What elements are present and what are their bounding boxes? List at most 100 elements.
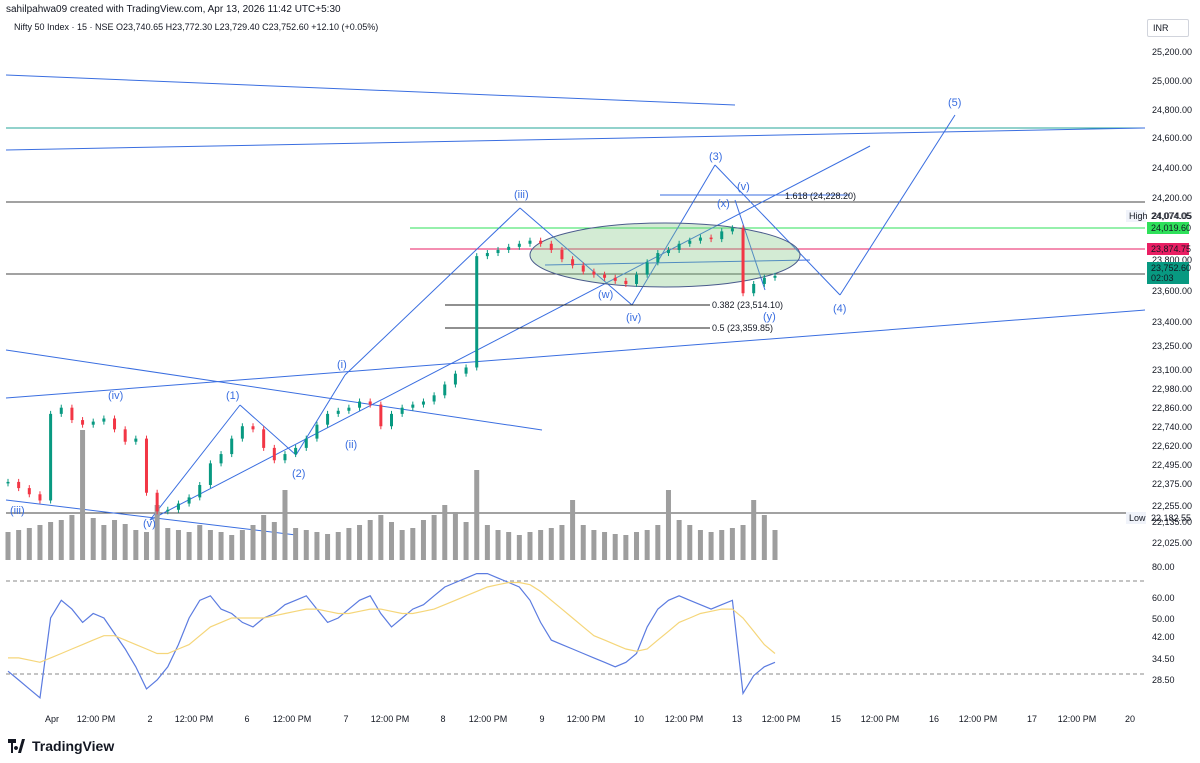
volume-bar xyxy=(665,490,671,560)
volume-bar xyxy=(271,522,277,560)
candle-body xyxy=(304,438,308,448)
tradingview-logo[interactable]: TradingView xyxy=(8,736,114,756)
price-scale-label: 24,800.00 xyxy=(1152,105,1192,115)
wave-labels: 1.618 (24,228.20) 0.382 (23,514.10) 0.5 (2… xyxy=(10,97,961,530)
candle-body xyxy=(379,404,383,427)
candle-body xyxy=(91,421,95,425)
volume-bar xyxy=(101,525,107,560)
volume-bar xyxy=(527,532,533,560)
volume-bar xyxy=(580,525,586,560)
symbol-ohlc-line: Nifty 50 Index · 15 · NSE O23,740.65 H23… xyxy=(14,22,379,32)
volume-bar xyxy=(697,530,703,560)
wave-label: (iv) xyxy=(626,312,641,324)
volume-bar xyxy=(250,525,256,560)
trend-line xyxy=(714,164,841,296)
candle-body xyxy=(240,426,244,439)
time-scale-label: 12:00 PM xyxy=(1058,714,1097,724)
time-scale-label: 16 xyxy=(929,714,939,724)
fib-label: 0.5 (23,359.85) xyxy=(712,323,773,333)
candle-body xyxy=(347,407,351,411)
volume-bar xyxy=(154,505,160,560)
price-marker-label: Low xyxy=(1129,513,1146,523)
price-scale-label: 24,200.00 xyxy=(1152,193,1192,203)
time-scale-label: 12:00 PM xyxy=(371,714,410,724)
currency-selector[interactable]: INR xyxy=(1147,19,1189,37)
price-scale-label: 22,255.00 xyxy=(1152,501,1192,511)
volume-bar xyxy=(751,500,757,560)
wave-label: (1) xyxy=(226,390,239,402)
volume-bar xyxy=(282,490,288,560)
volume-bar xyxy=(559,525,565,560)
volume-bar xyxy=(420,520,426,560)
volume-bar xyxy=(538,530,544,560)
price-scale: 25,200.00 25,000.00 24,800.00 24,600.00 24,4… xyxy=(1126,47,1192,548)
time-scale-label: 10 xyxy=(634,714,644,724)
fib-label: 1.618 (24,228.20) xyxy=(785,191,856,201)
candle-body xyxy=(656,253,660,263)
candle-body xyxy=(27,488,31,495)
price-marker xyxy=(1147,243,1189,255)
time-scale-label: 12:00 PM xyxy=(175,714,214,724)
wave-label: (3) xyxy=(709,151,722,163)
volume-bar xyxy=(474,470,480,560)
wave-label: (i) xyxy=(337,359,347,371)
rsi-scale-label: 50.00 xyxy=(1152,614,1175,624)
wave-label: (iii) xyxy=(10,505,25,517)
candle-body xyxy=(549,243,553,250)
trend-line xyxy=(5,74,736,106)
price-scale-label: 24,074.05 xyxy=(1152,211,1192,221)
volume-bar xyxy=(719,530,725,560)
wave-label: (ii) xyxy=(345,439,357,451)
price-scale-label: 22,620.00 xyxy=(1152,441,1192,451)
rsi-scale-label: 42.00 xyxy=(1152,632,1175,642)
candle-body xyxy=(368,401,372,405)
wave-label: (2) xyxy=(292,468,305,480)
rsi-scale-label: 28.50 xyxy=(1152,675,1175,685)
price-marker xyxy=(1147,222,1189,234)
price-marker-value: 24,074.05 xyxy=(1151,211,1191,221)
volume-bar xyxy=(346,528,352,560)
trend-line xyxy=(344,207,521,376)
volume-bar xyxy=(133,530,139,560)
candle-body xyxy=(603,274,607,278)
candle-body xyxy=(507,246,511,250)
trend-line xyxy=(734,199,766,291)
volume-bar xyxy=(218,532,224,560)
candle-body xyxy=(198,485,202,498)
candle-body xyxy=(645,262,649,275)
wave-label: (iii) xyxy=(514,189,529,201)
trend-line xyxy=(149,404,241,521)
trend-line xyxy=(544,259,811,266)
trend-line xyxy=(5,499,297,536)
volume-bar xyxy=(197,525,203,560)
price-scale-label: 22,025.00 xyxy=(1152,538,1192,548)
volume-bar xyxy=(772,530,778,560)
candle-body xyxy=(17,481,21,489)
volume-bar xyxy=(122,524,128,560)
volume-bar xyxy=(602,532,608,560)
candle-body xyxy=(539,240,543,244)
wave-label: (v) xyxy=(737,181,750,193)
candle-body xyxy=(230,438,234,455)
chart-grid xyxy=(6,127,1145,514)
candle-body xyxy=(59,407,63,414)
volume-bar xyxy=(516,535,522,560)
volume-bars xyxy=(5,430,778,560)
candle-body xyxy=(102,418,106,422)
volume-bar xyxy=(16,530,22,560)
candle-body xyxy=(688,240,692,244)
volume-bar xyxy=(239,530,245,560)
volume-bar xyxy=(591,530,597,560)
volume-bar xyxy=(48,522,54,560)
time-scale-label: 12:00 PM xyxy=(469,714,508,724)
volume-bar xyxy=(165,528,171,560)
candle-body xyxy=(166,509,170,512)
price-scale-label: 22,495.00 xyxy=(1152,460,1192,470)
fib-label: 0.382 (23,514.10) xyxy=(712,300,783,310)
candle-body xyxy=(38,494,42,501)
candle-body xyxy=(475,256,479,368)
time-scale: Apr 12:00 PM 2 12:00 PM 6 12:00 PM 7 12:00 PM 8 1… xyxy=(45,714,1135,724)
time-scale-label: 7 xyxy=(343,714,348,724)
candle-body xyxy=(326,413,330,425)
